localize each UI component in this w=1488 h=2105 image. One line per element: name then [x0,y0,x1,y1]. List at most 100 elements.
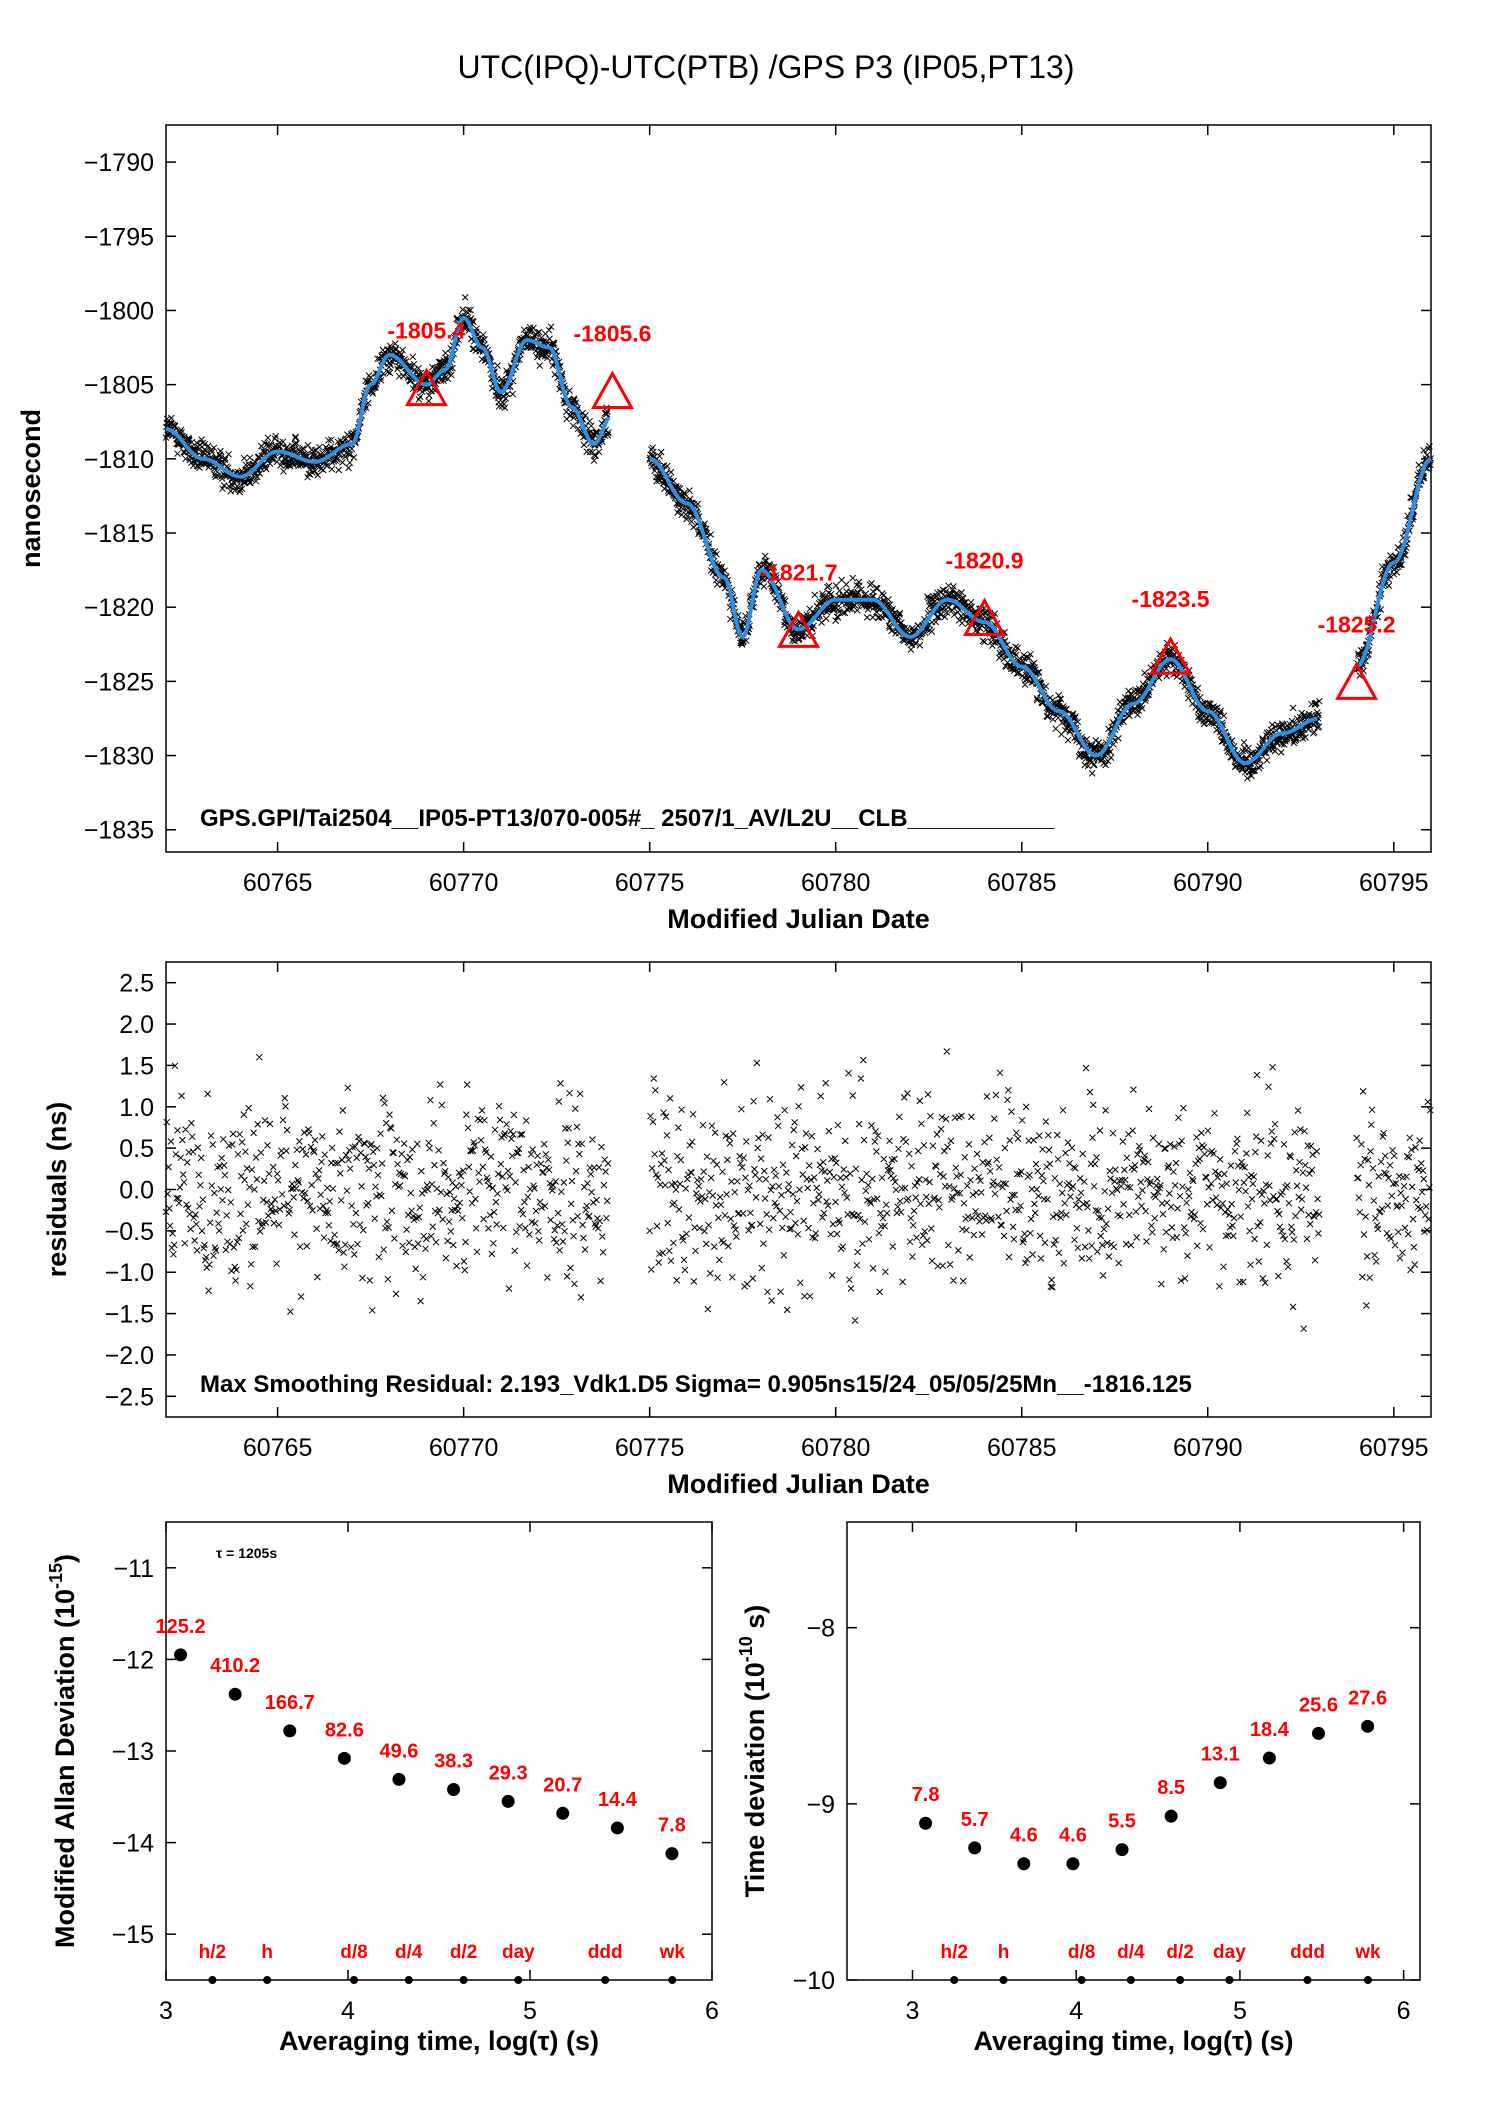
mdev-xtick-label: 6 [705,1997,719,2025]
top-point-crosses [162,294,1434,782]
top-xtick-label: 60765 [243,869,313,897]
mdev-ref-dot [668,1976,677,1984]
mdev-point-label: 125.2 [156,1616,206,1638]
mdev-point-label: 410.2 [210,1655,260,1677]
tdev-point-label: 4.6 [1059,1825,1087,1847]
tdev-ref-dot [950,1976,959,1984]
mdev-xtick-label: 4 [341,1997,355,2025]
top-triangle-label: -1805.4 [387,318,465,344]
tdev-ylabel-exp: -10 [736,1636,756,1662]
page-title: UTC(IPQ)-UTC(PTB) /GPS P3 (IP05,PT13) [458,49,1075,85]
mdev-ref-dot [404,1976,413,1984]
mdev-ylabel-main: Modified Allan Deviation (10 [50,1589,80,1948]
top-triangle-marker [1149,636,1193,675]
mdev-point-label: 38.3 [434,1750,473,1772]
resid-ytick-label: −2.5 [105,1383,154,1411]
top-ylabel: nanosecond [16,409,46,568]
mdev-ylabel-end: ) [50,1554,80,1563]
tdev-point [1115,1843,1129,1857]
resid-xtick-label: 60770 [429,1434,499,1462]
mdev-point-label: 166.7 [265,1692,315,1714]
resid-point-crosses [162,1048,1434,1333]
mdev-point-label: 29.3 [489,1762,528,1784]
resid-ytick-label: −0.5 [105,1218,154,1246]
mdev-point [447,1782,461,1796]
tdev-point [919,1816,933,1830]
tdev-ref-dot [1176,1976,1185,1984]
top-smooth-line-2 [1355,456,1432,669]
tdev-point [1164,1809,1178,1823]
tdev-ref-label: d/2 [1166,1942,1193,1963]
top-frame [165,124,1432,853]
mdev-ref-dot [459,1976,468,1984]
tdev-point [968,1841,982,1855]
mdev-ref-label: d/8 [340,1942,367,1963]
mdev-ytick-label: −14 [112,1830,155,1858]
mdev-ytick-label: −12 [112,1646,154,1674]
tdev-ref-label: h/2 [941,1942,968,1963]
resid-ytick-label: 1.0 [119,1094,154,1122]
mdev-ref-label: day [502,1942,535,1963]
top-triangle-marker [776,609,821,648]
tdev-point [1017,1857,1031,1871]
mdev-point [392,1772,406,1786]
tdev-xlabel: Averaging time, log(τ) (s) [973,2026,1293,2056]
mdev-ref-dot [601,1976,610,1984]
tdev-point [1311,1726,1325,1740]
resid-xtick-label: 60780 [801,1434,871,1462]
top-ytick-label: −1790 [84,149,154,177]
resid-xtick-label: 60795 [1359,1434,1429,1462]
resid-note: Max Smoothing Residual: 2.193_Vdk1.D5 Si… [200,1371,1192,1398]
mdev-point-label: 20.7 [543,1774,582,1796]
tdev-point [1213,1776,1227,1790]
mdev-point [174,1648,188,1662]
resid-ytick-label: −2.0 [105,1342,154,1370]
resid-xtick-label: 60765 [243,1434,313,1462]
tdev-ref-dot [1225,1976,1234,1984]
tdev-ref-label: wk [1354,1942,1381,1963]
top-ytick-label: −1815 [84,520,154,548]
mdev-point [337,1751,351,1765]
tdev-point-label: 13.1 [1201,1744,1240,1766]
tdev-ylabel-main: Time deviation (10 [740,1662,770,1897]
tdev-ref-dot [999,1976,1008,1984]
tdev-ref-label: d/4 [1117,1942,1145,1963]
tdev-ref-label: h [998,1942,1010,1963]
resid-ytick-label: 2.5 [119,970,154,998]
top-data-points [162,294,1434,782]
tdev-point-label: 8.5 [1157,1777,1185,1799]
mdev-point-label: 14.4 [598,1789,638,1811]
tdev-point [1066,1857,1080,1871]
top-triangle-label: -1805.6 [573,321,651,347]
mdev-ref-label: h/2 [199,1942,226,1963]
top-smooth-line-1 [649,456,1318,766]
tdev-point-label: 27.6 [1348,1687,1387,1709]
resid-frame [165,961,1432,1418]
top-ytick-label: −1805 [84,372,154,400]
top-triangle-label: -1820.9 [946,548,1024,574]
top-triangle-marker [962,597,1007,637]
top-note: GPS.GPI/Tai2504__IP05-PT13/070-005#_ 250… [200,805,1055,832]
tdev-point-label: 5.7 [961,1809,989,1831]
resid-ytick-label: 0.0 [119,1177,154,1205]
top-xtick-label: 60785 [987,869,1057,897]
tdev-ref-dot [1303,1976,1312,1984]
mdev-ref-dot [208,1976,217,1984]
mdev-ref-label: ddd [588,1942,623,1963]
top-triangle-marker [590,370,635,410]
tdev-xtick-label: 4 [1069,1997,1083,2025]
top-xlabel: Modified Julian Date [667,904,930,934]
mdev-ref-label: wk [659,1942,686,1963]
mdev-point [665,1847,679,1861]
tdev-ytick-label: −10 [793,1967,835,1995]
resid-ytick-label: 1.5 [119,1052,154,1080]
top-ytick-label: −1835 [84,817,154,845]
tdev-ref-dot [1077,1976,1086,1984]
mdev-ref-label: d/4 [395,1942,423,1963]
tdev-xtick-label: 3 [906,1997,920,2025]
resid-ytick-label: −1.0 [105,1259,154,1287]
top-ytick-label: −1830 [84,743,154,771]
top-ytick-label: −1795 [84,223,154,251]
